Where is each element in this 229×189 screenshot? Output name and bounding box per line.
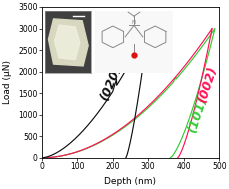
Y-axis label: Load (μN): Load (μN) (3, 60, 12, 104)
Text: (020): (020) (97, 62, 123, 102)
X-axis label: Depth (nm): Depth (nm) (104, 177, 156, 186)
Text: (002): (002) (195, 65, 219, 105)
Text: (101): (101) (185, 95, 209, 135)
